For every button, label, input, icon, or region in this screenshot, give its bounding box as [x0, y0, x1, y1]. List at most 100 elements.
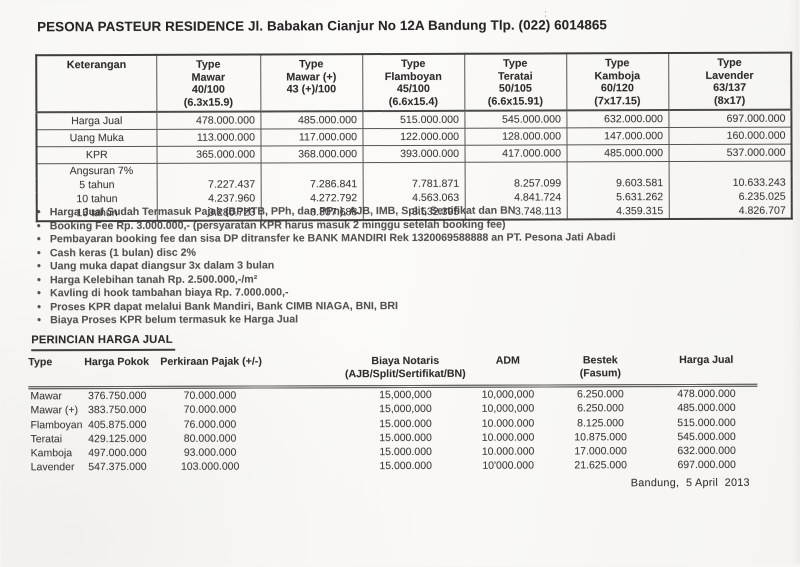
detail-cell: 15,000,000 [379, 388, 432, 402]
price-cell: 515.000.000 [362, 110, 465, 129]
spacer-cell [270, 403, 340, 418]
price-cell: 7.286.841 [260, 176, 363, 192]
detail-cell: 15,000,000 [379, 403, 432, 416]
row-label: Uang Muka [36, 129, 157, 147]
price-cell: 4.563.063 [362, 190, 465, 205]
price-cell: 5.631.262 [566, 189, 669, 205]
document-title: PESONA PASTEUR RESIDENCE Jl. Babakan Cia… [37, 17, 607, 35]
detail-cell: 515.000.000 [677, 416, 736, 429]
price-cell: 417.000.000 [464, 144, 567, 163]
detail-cell: 15.000.000 [379, 417, 432, 430]
row-label: Angsuran 7% [36, 163, 157, 179]
spacer-cell [270, 353, 341, 387]
detail-cell: 376.750.000 [87, 389, 147, 403]
detail-cell: 697.000.000 [677, 459, 736, 472]
detail-col-header-notaris: Biaya Notaris (AJB/Split/Sertifikat/BN) [340, 352, 471, 387]
price-cell: 632.000.000 [566, 109, 669, 128]
bullet-icon: • [36, 206, 41, 219]
row-label: 10 tahun [36, 191, 157, 207]
price-cell: 4.237.960 [156, 191, 261, 206]
price-cell: 117.000.000 [260, 128, 363, 146]
detail-cell-type: Flamboyan [30, 418, 83, 431]
detail-cell: 17.000.000 [574, 445, 627, 458]
note-text: Booking Fee Rp. 3.000.000,- (persyaratan… [49, 218, 506, 232]
price-cell: 478.000.000 [156, 111, 261, 130]
notes-list: • Harga Jual Sudah Termasuk Pajak (BPHTB,… [37, 204, 616, 328]
detail-cell-type: Mawar [30, 390, 62, 403]
detail-section-heading: PERINCIAN HARGA JUAL [31, 333, 175, 352]
price-cell: 537.000.000 [668, 143, 792, 162]
detail-cell: 70.000.000 [183, 389, 237, 402]
detail-cell: 485.000.000 [677, 402, 736, 415]
price-cell: 7.781.871 [362, 176, 465, 191]
detail-cell-type: Kamboja [30, 447, 73, 460]
detail-cell: 10.000.000 [481, 431, 535, 444]
bullet-icon: • [37, 287, 41, 300]
bullet-icon: • [37, 300, 41, 313]
detail-cell: 15.000.000 [379, 431, 432, 444]
detail-cell-type: Teratai [30, 433, 63, 446]
note-text: Proses KPR dapat melalui Bank Mandiri, B… [50, 299, 399, 313]
detail-col-header-harga-jual: Harga Jual [655, 351, 758, 386]
detail-table: Type Harga Pokok Perkiraan Pajak (+/-) B… [28, 351, 758, 475]
price-cell: 8.257.099 [464, 176, 567, 191]
price-cell: 485.000.000 [566, 144, 669, 162]
note-text: Pembayaran booking fee dan sisa DP ditra… [49, 231, 616, 246]
price-cell: 393.000.000 [362, 145, 465, 163]
detail-cell: 76.000.000 [183, 418, 237, 431]
detail-cell: 15.000.000 [379, 446, 432, 459]
place-date: Bandung, 5 April 2013 [630, 476, 750, 490]
detail-cell: 10'000.000 [482, 460, 534, 473]
price-cell: 365.000.000 [156, 145, 261, 164]
detail-cell: 8.125.000 [577, 416, 624, 429]
row-label: Harga Jual [36, 111, 157, 130]
price-cell [668, 160, 792, 176]
price-col-header-lavender: Type Lavender 63/137 (8x17) [668, 52, 792, 110]
detail-cell: 497.000.000 [88, 447, 147, 460]
detail-col-header-type: Type [28, 354, 85, 388]
price-cell [566, 161, 669, 177]
detail-cell: 93.000.000 [183, 446, 237, 459]
detail-row-lavender: Lavender 547.375.000 103.000.000 15.000.… [29, 458, 758, 475]
note-item: • Biaya Proses KPR belum termasuk ke Harg… [37, 312, 616, 328]
spacer-cell [270, 387, 340, 403]
price-cell: 4.841.724 [464, 190, 567, 205]
detail-cell: 545.000.000 [677, 430, 736, 443]
price-col-header-teratai: Type Teratai 50/105 (6.6x15.91) [464, 53, 567, 111]
detail-cell: 6.250.000 [577, 402, 624, 415]
price-cell: 113.000.000 [156, 128, 261, 147]
detail-cell: 10.875.000 [574, 431, 627, 444]
price-cell [156, 162, 261, 178]
price-cell: 122.000.000 [362, 128, 465, 146]
price-cell [464, 161, 567, 177]
bullet-icon: • [36, 260, 41, 273]
detail-cell: 80.000.000 [183, 432, 237, 445]
spacer-cell [271, 431, 341, 446]
price-col-header-mawar: Type Mawar 40/100 (6.3x15.9) [156, 54, 261, 112]
price-cell: 9.603.581 [566, 175, 669, 191]
note-text: Kavling di hook tambahan biaya Rp. 7.000… [50, 286, 289, 300]
price-cell: 545.000.000 [464, 110, 567, 129]
price-table-header-row: Keterangan Type Mawar 40/100 (6.3x15.9) … [36, 52, 792, 113]
detail-cell: 70.000.000 [183, 403, 237, 417]
detail-cell: 10.000.000 [481, 417, 535, 430]
scan-artifact: : [544, 8, 547, 20]
note-text: Uang muka dapat diangsur 3x dalam 3 bula… [49, 259, 275, 273]
detail-col-header-adm: ADM [470, 352, 546, 387]
price-col-header-kamboja: Type Kamboja 60/120 (7x17.15) [566, 53, 669, 111]
price-cell: 4.826.707 [668, 203, 792, 219]
detail-cell: 405.875.000 [88, 418, 147, 431]
bullet-icon: • [36, 246, 41, 259]
note-text: Cash keras (1 bulan) disc 2% [49, 246, 196, 259]
price-table: Keterangan Type Mawar 40/100 (6.3x15.9) … [35, 51, 793, 223]
row-label: 5 tahun [36, 177, 157, 193]
detail-cell: 6.250.000 [577, 388, 624, 401]
price-cell: 4.272.792 [260, 190, 363, 206]
detail-cell: 383.750.000 [88, 404, 147, 417]
detail-cell: 478.000.000 [677, 387, 736, 401]
price-cell: 368.000.000 [260, 145, 363, 163]
detail-cell: 547.375.000 [88, 461, 147, 474]
price-cell [362, 162, 465, 177]
note-text: Harga Jual Sudah Termasuk Pajak (BPHTB, … [49, 204, 516, 219]
